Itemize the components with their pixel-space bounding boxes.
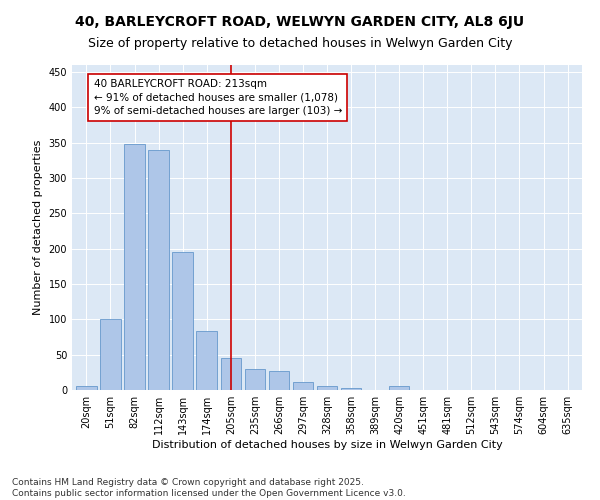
Bar — [389, 386, 409, 390]
Text: 40, BARLEYCROFT ROAD, WELWYN GARDEN CITY, AL8 6JU: 40, BARLEYCROFT ROAD, WELWYN GARDEN CITY… — [76, 15, 524, 29]
Bar — [245, 369, 265, 390]
Bar — [100, 320, 121, 390]
Text: Contains HM Land Registry data © Crown copyright and database right 2025.
Contai: Contains HM Land Registry data © Crown c… — [12, 478, 406, 498]
Text: Size of property relative to detached houses in Welwyn Garden City: Size of property relative to detached ho… — [88, 38, 512, 51]
X-axis label: Distribution of detached houses by size in Welwyn Garden City: Distribution of detached houses by size … — [152, 440, 502, 450]
Bar — [148, 150, 169, 390]
Bar — [317, 386, 337, 390]
Bar — [341, 388, 361, 390]
Bar — [76, 386, 97, 390]
Bar — [293, 382, 313, 390]
Bar — [124, 144, 145, 390]
Y-axis label: Number of detached properties: Number of detached properties — [33, 140, 43, 315]
Bar — [221, 358, 241, 390]
Bar — [172, 252, 193, 390]
Text: 40 BARLEYCROFT ROAD: 213sqm
← 91% of detached houses are smaller (1,078)
9% of s: 40 BARLEYCROFT ROAD: 213sqm ← 91% of det… — [94, 79, 342, 116]
Bar — [196, 330, 217, 390]
Bar — [269, 371, 289, 390]
